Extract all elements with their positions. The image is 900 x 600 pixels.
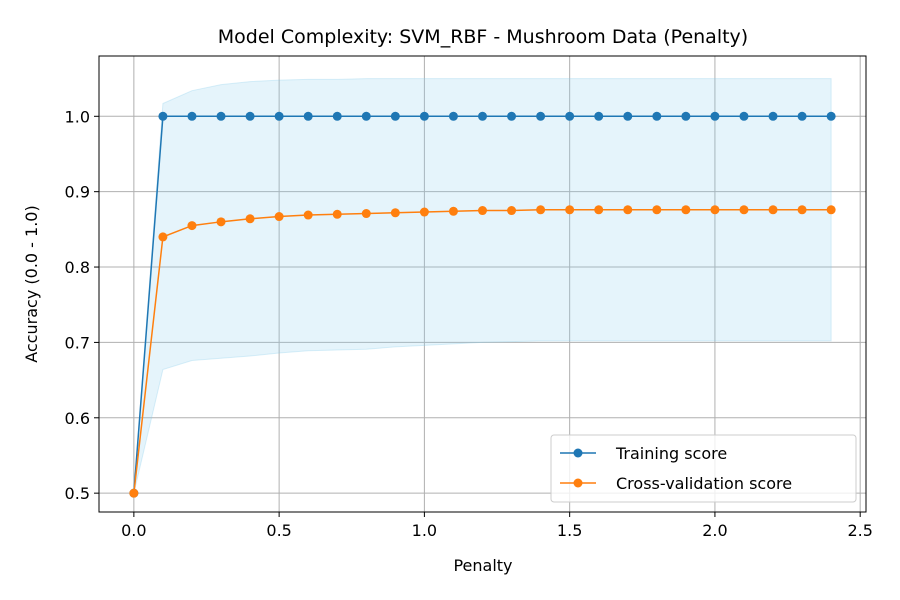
y-tick-label: 0.9 [65,183,90,202]
training-score-point [158,111,168,121]
cross-validation-score-point [739,205,749,215]
cross-validation-score-point [710,205,720,215]
legend-training-label: Training score [615,444,727,463]
training-score-point [594,111,604,121]
cross-validation-score-point [448,206,458,216]
training-score-point [768,111,778,121]
training-score-point [797,111,807,121]
cross-validation-score-point [478,206,487,216]
y-axis-title: Accuracy (0.0 - 1.0) [22,205,41,362]
training-score-point [536,111,546,121]
cross-validation-score-point [594,205,604,215]
cross-validation-score-point [565,205,575,215]
legend: Training score Cross-validation score [550,434,857,503]
training-score-point [710,111,720,121]
training-score-point [826,111,836,121]
x-axis-ticks: 0.0 0.5 1.0 1.5 2.0 2.5 [121,512,873,540]
chart-title: Model Complexity: SVM_RBF - Mushroom Dat… [218,26,748,48]
cross-validation-score-point [652,205,662,215]
cross-validation-score-point [187,221,197,231]
x-tick-label: 1.5 [557,521,582,540]
training-score-point [565,111,575,121]
y-tick-label: 0.8 [65,258,90,277]
cross-validation-score-point [797,205,807,215]
x-tick-label: 0.5 [266,521,291,540]
training-score-point [478,111,487,121]
legend-box [550,434,857,503]
training-score-point [681,111,691,121]
training-score-point [361,111,371,121]
training-score-point [507,111,517,121]
cross-validation-score-point [129,488,139,498]
legend-cv-marker [573,478,583,488]
cross-validation-score-point [536,205,546,215]
legend-training-marker [573,448,583,458]
training-score-point [274,111,284,121]
cross-validation-score-point [303,210,313,220]
training-score-point [245,111,255,121]
x-tick-label: 2.0 [702,521,727,540]
cross-validation-score-point [245,214,255,224]
cross-validation-score-point [507,206,517,216]
cross-validation-score-point [419,207,429,217]
training-score-point [448,111,458,121]
x-axis-title: Penalty [453,556,512,575]
plot-frame [98,55,867,513]
training-score-point [390,111,400,121]
training-score-point [303,111,313,121]
y-tick-label: 0.7 [65,333,90,352]
x-tick-label: 0.0 [121,521,146,540]
cross-validation-score-point [361,209,371,219]
cross-validation-score-point [158,232,168,242]
y-tick-label: 1.0 [65,107,90,126]
cross-validation-score-point [332,209,342,219]
series-points [129,111,836,498]
cross-validation-score-point [274,212,284,222]
y-tick-label: 0.5 [65,484,90,503]
y-tick-label: 0.6 [65,409,90,428]
cross-validation-score-point [623,205,633,215]
training-score-point [739,111,749,121]
cross-validation-score-point [390,208,400,218]
training-score-point [652,111,662,121]
training-score-point [419,111,429,121]
cross-validation-score-point [768,205,778,215]
cross-validation-score-point [216,217,226,227]
y-axis-ticks: 0.5 0.6 0.7 0.8 0.9 1.0 [65,107,99,503]
cross-validation-score-point [826,205,836,215]
training-score-point [187,111,197,121]
training-score-point [332,111,342,121]
legend-cv-label: Cross-validation score [616,474,792,493]
x-tick-label: 2.5 [847,521,872,540]
x-tick-label: 1.0 [412,521,437,540]
training-score-point [216,111,226,121]
cross-validation-score-point [681,205,691,215]
training-score-point [623,111,633,121]
